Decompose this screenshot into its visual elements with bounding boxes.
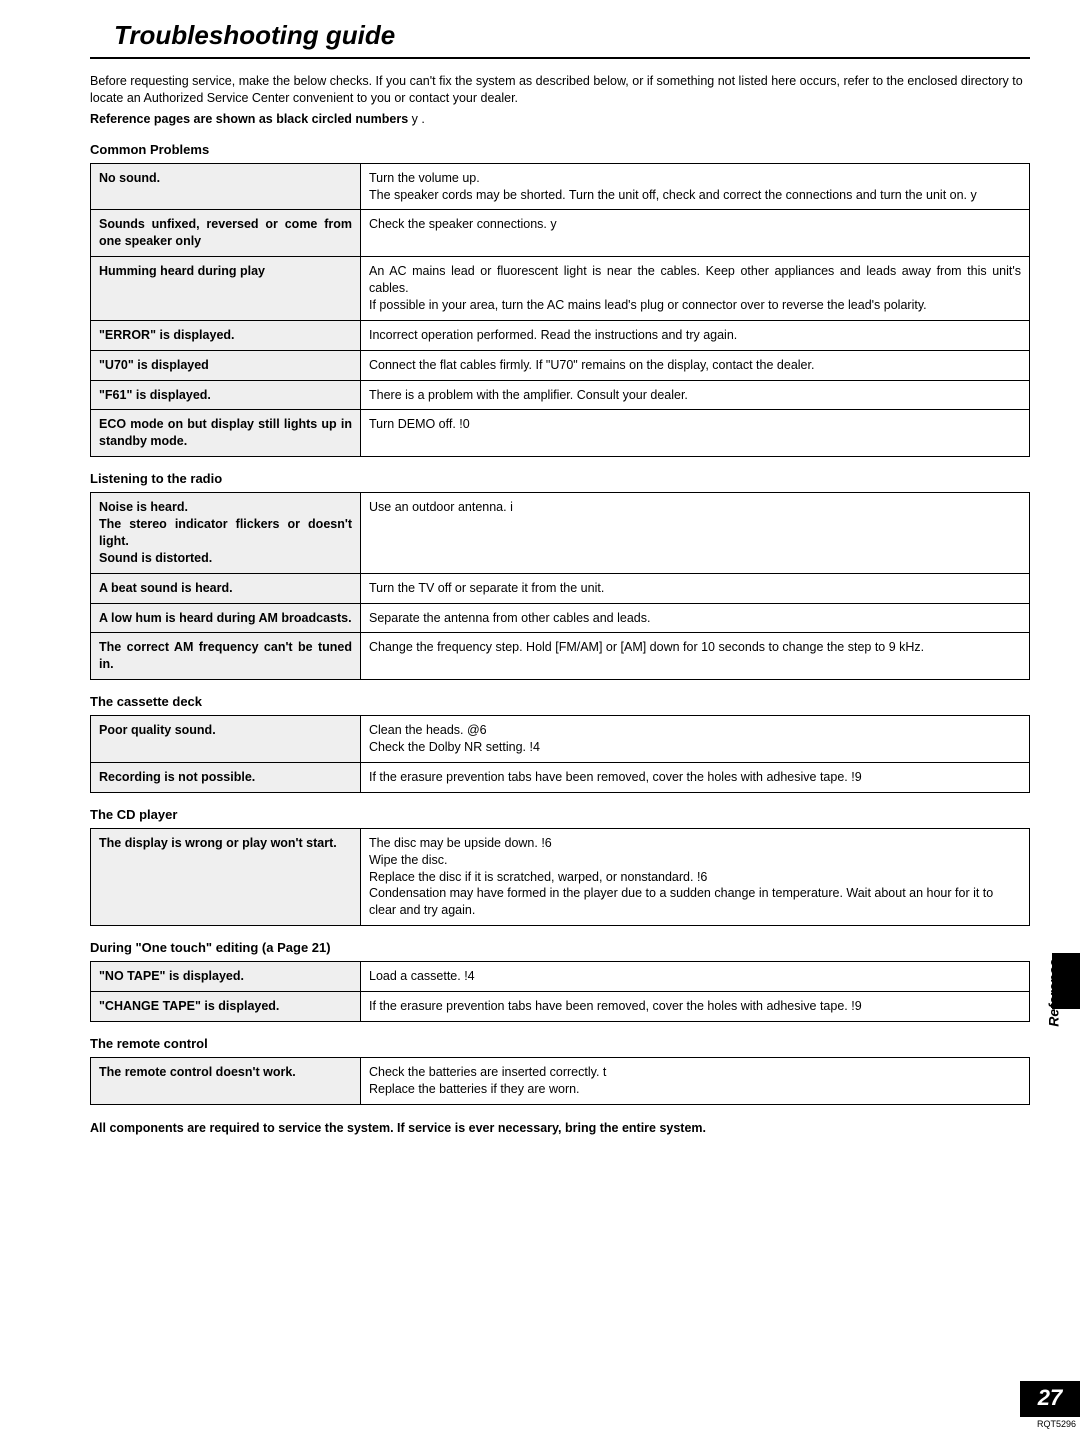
solution-cell: Turn the volume up.The speaker cords may… [361, 163, 1030, 210]
reference-note: Reference pages are shown as black circl… [90, 111, 1030, 128]
section-heading-cd: The CD player [90, 807, 1030, 822]
footer: 27 RQT5296 [1020, 1381, 1080, 1429]
table-row: "NO TAPE" is displayed.Load a cassette. … [91, 962, 1030, 992]
solution-cell: Clean the heads. @6Check the Dolby NR se… [361, 716, 1030, 763]
problem-cell: Sounds unfixed, reversed or come from on… [91, 210, 361, 257]
table-row: A beat sound is heard.Turn the TV off or… [91, 573, 1030, 603]
problem-cell: A low hum is heard during AM broadcasts. [91, 603, 361, 633]
table-row: The remote control doesn't work.Check th… [91, 1057, 1030, 1104]
problem-cell: "U70" is displayed [91, 350, 361, 380]
solution-cell: The disc may be upside down. !6Wipe the … [361, 828, 1030, 925]
table-row: Recording is not possible.If the erasure… [91, 762, 1030, 792]
page-number: 27 [1020, 1381, 1080, 1417]
solution-cell: If the erasure prevention tabs have been… [361, 762, 1030, 792]
solution-cell: Use an outdoor antenna. i [361, 493, 1030, 574]
solution-cell: Incorrect operation performed. Read the … [361, 320, 1030, 350]
table-common: No sound.Turn the volume up.The speaker … [90, 163, 1030, 458]
table-row: Poor quality sound.Clean the heads. @6Ch… [91, 716, 1030, 763]
solution-cell: There is a problem with the amplifier. C… [361, 380, 1030, 410]
solution-cell: Change the frequency step. Hold [FM/AM] … [361, 633, 1030, 680]
footer-code: RQT5296 [1020, 1419, 1080, 1429]
problem-cell: "NO TAPE" is displayed. [91, 962, 361, 992]
solution-cell: Separate the antenna from other cables a… [361, 603, 1030, 633]
section-heading-common: Common Problems [90, 142, 1030, 157]
table-row: "U70" is displayedConnect the flat cable… [91, 350, 1030, 380]
problem-cell: A beat sound is heard. [91, 573, 361, 603]
solution-cell: An AC mains lead or fluorescent light is… [361, 257, 1030, 321]
problem-cell: No sound. [91, 163, 361, 210]
table-row: No sound.Turn the volume up.The speaker … [91, 163, 1030, 210]
problem-cell: "ERROR" is displayed. [91, 320, 361, 350]
problem-cell: "F61" is displayed. [91, 380, 361, 410]
side-tab-marker [1052, 953, 1080, 1009]
reference-note-suffix: y . [412, 112, 425, 126]
solution-cell: Connect the flat cables firmly. If "U70"… [361, 350, 1030, 380]
section-heading-cassette: The cassette deck [90, 694, 1030, 709]
page-container: Troubleshooting guide Before requesting … [0, 0, 1080, 1439]
section-heading-radio: Listening to the radio [90, 471, 1030, 486]
solution-cell: Check the speaker connections. y [361, 210, 1030, 257]
problem-cell: "CHANGE TAPE" is displayed. [91, 992, 361, 1022]
problem-cell: Noise is heard.The stereo indicator flic… [91, 493, 361, 574]
table-row: "ERROR" is displayed.Incorrect operation… [91, 320, 1030, 350]
problem-cell: Humming heard during play [91, 257, 361, 321]
table-row: "F61" is displayed.There is a problem wi… [91, 380, 1030, 410]
page-title: Troubleshooting guide [114, 20, 1030, 51]
section-heading-remote: The remote control [90, 1036, 1030, 1051]
table-radio: Noise is heard.The stereo indicator flic… [90, 492, 1030, 680]
table-row: "CHANGE TAPE" is displayed.If the erasur… [91, 992, 1030, 1022]
solution-cell: Turn the TV off or separate it from the … [361, 573, 1030, 603]
table-row: ECO mode on but display still lights up … [91, 410, 1030, 457]
problem-cell: ECO mode on but display still lights up … [91, 410, 361, 457]
reference-note-bold: Reference pages are shown as black circl… [90, 112, 412, 126]
solution-cell: Load a cassette. !4 [361, 962, 1030, 992]
section-heading-onetouch: During "One touch" editing (a Page 21) [90, 940, 1030, 955]
problem-cell: The correct AM frequency can't be tuned … [91, 633, 361, 680]
problem-cell: The display is wrong or play won't start… [91, 828, 361, 925]
problem-cell: Poor quality sound. [91, 716, 361, 763]
table-row: The correct AM frequency can't be tuned … [91, 633, 1030, 680]
title-rule [90, 57, 1030, 59]
table-cd: The display is wrong or play won't start… [90, 828, 1030, 926]
table-cassette: Poor quality sound.Clean the heads. @6Ch… [90, 715, 1030, 793]
solution-cell: If the erasure prevention tabs have been… [361, 992, 1030, 1022]
solution-cell: Check the batteries are inserted correct… [361, 1057, 1030, 1104]
service-note: All components are required to service t… [90, 1121, 1030, 1135]
table-onetouch: "NO TAPE" is displayed.Load a cassette. … [90, 961, 1030, 1022]
problem-cell: The remote control doesn't work. [91, 1057, 361, 1104]
table-row: Noise is heard.The stereo indicator flic… [91, 493, 1030, 574]
problem-cell: Recording is not possible. [91, 762, 361, 792]
table-row: A low hum is heard during AM broadcasts.… [91, 603, 1030, 633]
table-row: Humming heard during playAn AC mains lea… [91, 257, 1030, 321]
intro-text: Before requesting service, make the belo… [90, 73, 1030, 107]
solution-cell: Turn DEMO off. !0 [361, 410, 1030, 457]
table-row: Sounds unfixed, reversed or come from on… [91, 210, 1030, 257]
table-row: The display is wrong or play won't start… [91, 828, 1030, 925]
table-remote: The remote control doesn't work.Check th… [90, 1057, 1030, 1105]
